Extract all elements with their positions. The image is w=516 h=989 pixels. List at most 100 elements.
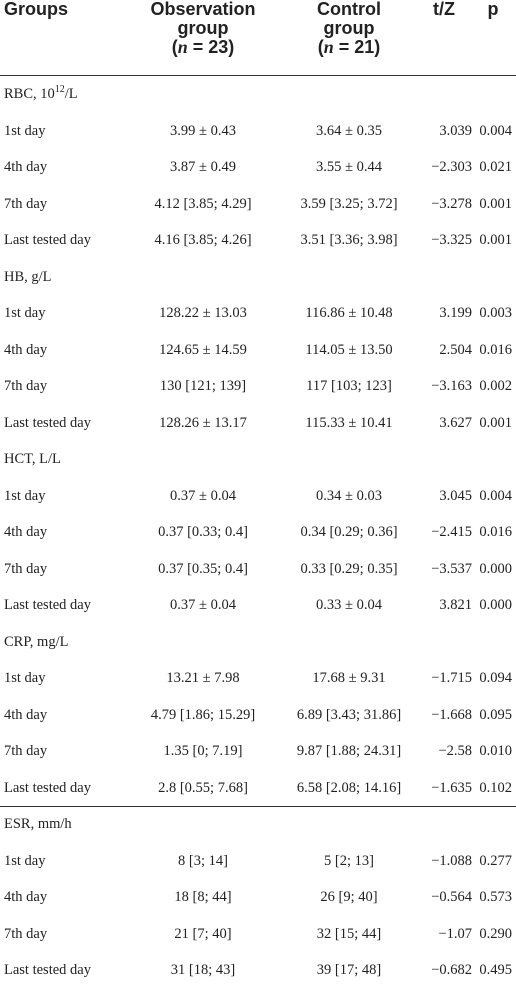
observation-cell: 124.65 ± 14.59 [159, 341, 247, 358]
table-row: Last tested day 0.37 ± 0.04 0.33 ± 0.04 3.8… [0, 587, 516, 624]
table-row: Last tested day 31 [18; 43] 39 [17; 48] −0.… [0, 952, 516, 989]
control-cell: 115.33 ± 10.41 [305, 414, 393, 431]
control-cell: 117 [103; 123] [306, 378, 392, 394]
observation-cell: 21 [7; 40] [174, 925, 232, 942]
table-row: 4th day 3.87 ± 0.49 3.55 ± 0.44 −2.303 0.021 [0, 149, 516, 186]
control-cell: 114.05 ± 13.50 [305, 341, 393, 358]
p-value-cell: 0.094 [479, 670, 512, 686]
day-cell: 7th day [4, 925, 48, 942]
section-title-suffix: /L [64, 86, 78, 102]
day-cell: 1st day [4, 852, 46, 869]
table-row: 4th day 4.79 [1.86; 15.29] 6.89 [3.43; 31.… [0, 697, 516, 734]
p-value-cell: 0.495 [479, 962, 512, 978]
tz-cell: −1.07 [438, 925, 472, 942]
tz-cell: 3.045 [439, 487, 472, 504]
table-row: 7th day 1.35 [0; 7.19] 9.87 [1.88; 24.31] −… [0, 733, 516, 770]
table-row: 1st day 13.21 ± 7.98 17.68 ± 9.31 −1.715 0.0… [0, 660, 516, 697]
header-observation-line1: Observation [150, 0, 256, 19]
observation-cell: 4.12 [3.85; 4.29] [154, 195, 252, 212]
control-cell: 39 [17; 48] [316, 962, 382, 978]
observation-cell: 128.26 ± 13.17 [159, 414, 247, 431]
table-row: 1st day 3.99 ± 0.43 3.64 ± 0.35 3.039 0.004 [0, 113, 516, 150]
section-title-text: HCT, L/L [4, 451, 61, 467]
p-value-cell: 0.001 [479, 232, 512, 248]
control-cell: 5 [2; 13] [324, 852, 374, 869]
tz-cell: −1.668 [431, 706, 472, 723]
tz-cell: −3.278 [431, 195, 472, 212]
observation-cell: 8 [3; 14] [178, 852, 228, 869]
control-cell: 32 [15; 44] [316, 925, 382, 942]
section-header-row: ESR, mm/h [0, 806, 516, 843]
observation-cell: 0.37 ± 0.04 [170, 487, 236, 504]
tz-cell: −3.325 [431, 232, 472, 248]
day-cell: 1st day [4, 487, 46, 504]
day-cell: Last tested day [4, 232, 91, 248]
header-observation-line2: group [177, 18, 229, 38]
section-title-text: HB, g/L [4, 268, 52, 285]
p-value-cell: 0.010 [479, 743, 512, 759]
table-row: 4th day 124.65 ± 14.59 114.05 ± 13.50 2.504… [0, 332, 516, 369]
header-control-n: (n = 21) [317, 37, 381, 57]
control-cell: 0.33 ± 0.04 [316, 597, 382, 613]
section-title-text: ESR, mm/h [4, 816, 72, 832]
control-cell: 3.64 ± 0.35 [316, 122, 382, 139]
n-symbol: n [177, 37, 188, 57]
section-title: ESR, mm/h [4, 806, 72, 843]
section-title-text: CRP, mg/L [4, 633, 69, 650]
day-cell: 4th day [4, 341, 48, 358]
p-value-cell: 0.021 [479, 159, 512, 175]
control-cell: 3.59 [3.25; 3.72] [300, 195, 398, 212]
control-cell: 3.51 [3.36; 3.98] [300, 232, 398, 248]
header-observation-n: (n = 23) [171, 37, 235, 57]
table-row: Last tested day 4.16 [3.85; 4.26] 3.51 [3.… [0, 222, 516, 259]
tz-cell: 2.504 [439, 341, 472, 358]
p-value-cell: 0.004 [479, 487, 512, 504]
day-cell: 1st day [4, 305, 46, 321]
section-title-superscript: 12 [54, 84, 65, 95]
observation-cell: 13.21 ± 7.98 [166, 670, 240, 686]
n-value: = 21) [333, 37, 381, 57]
p-value-cell: 0.004 [479, 122, 512, 139]
tz-cell: −1.088 [431, 852, 472, 869]
observation-cell: 2.8 [0.55; 7.68] [158, 779, 248, 796]
table-row: 1st day 0.37 ± 0.04 0.34 ± 0.03 3.045 0.004 [0, 478, 516, 515]
day-cell: 7th day [4, 743, 48, 759]
observation-cell: 3.87 ± 0.49 [170, 159, 236, 175]
p-value-cell: 0.277 [479, 852, 512, 869]
tz-cell: 3.821 [439, 597, 472, 613]
control-cell: 9.87 [1.88; 24.31] [296, 743, 402, 759]
observation-cell: 31 [18; 43] [170, 962, 236, 978]
day-cell: Last tested day [4, 779, 91, 796]
observation-cell: 3.99 ± 0.43 [170, 122, 236, 139]
p-value-cell: 0.001 [479, 414, 512, 431]
tz-cell: −3.163 [431, 378, 472, 394]
control-cell: 0.33 [0.29; 0.35] [300, 560, 398, 577]
n-value: = 23) [187, 37, 235, 57]
day-cell: 1st day [4, 670, 46, 686]
p-value-cell: 0.290 [479, 925, 512, 942]
day-cell: 4th day [4, 159, 48, 175]
section-header-row: HB, g/L [0, 259, 516, 296]
tz-cell: −3.537 [431, 560, 472, 577]
table-row: Last tested day 2.8 [0.55; 7.68] 6.58 [2.0… [0, 770, 516, 807]
table-bottom-rule [0, 806, 516, 807]
table-row: 1st day 8 [3; 14] 5 [2; 13] −1.088 0.277 [0, 843, 516, 880]
day-cell: Last tested day [4, 962, 91, 978]
observation-cell: 130 [121; 139] [159, 378, 247, 394]
section-title: RBC, 1012/L [4, 76, 78, 113]
p-value-cell: 0.000 [479, 597, 512, 613]
p-value-cell: 0.001 [479, 195, 512, 212]
observation-cell: 0.37 ± 0.04 [170, 597, 236, 613]
day-cell: 4th day [4, 706, 48, 723]
section-title: CRP, mg/L [4, 624, 68, 661]
control-cell: 6.58 [2.08; 14.16] [296, 779, 402, 796]
p-value-cell: 0.003 [479, 305, 512, 321]
observation-cell: 4.16 [3.85; 4.26] [154, 232, 252, 248]
observation-cell: 0.37 [0.35; 0.4] [158, 560, 248, 577]
section-header-row: HCT, L/L [0, 441, 516, 478]
day-cell: Last tested day [4, 597, 91, 613]
table-row: 7th day 130 [121; 139] 117 [103; 123] −3.16… [0, 368, 516, 405]
control-cell: 6.89 [3.43; 31.86] [296, 706, 402, 723]
tz-cell: −0.564 [431, 889, 472, 905]
table-body: RBC, 1012/L 1st day 3.99 ± 0.43 3.64 ± 0.35… [0, 76, 516, 989]
